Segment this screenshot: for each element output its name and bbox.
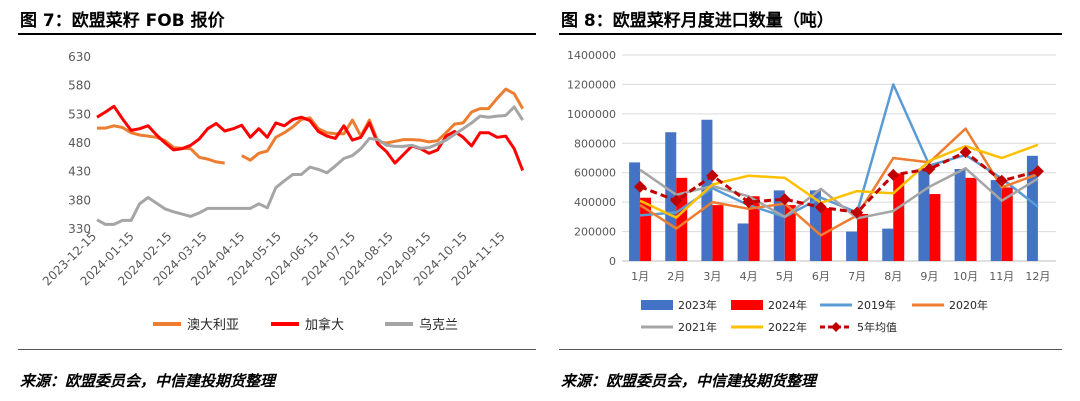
line-series-2 xyxy=(639,127,1039,237)
legend-label: 2021年 xyxy=(678,320,717,334)
bar-second-series xyxy=(784,205,796,261)
x-tick-label: 4月 xyxy=(740,270,758,283)
line-series-4 xyxy=(639,143,1039,219)
avg-diamond-marker xyxy=(778,193,791,206)
bar-second-series xyxy=(712,205,724,261)
avg-diamond-marker xyxy=(742,196,755,209)
left-title-rule xyxy=(18,33,536,35)
y-tick-label: 430 xyxy=(68,165,91,179)
legend-label: 澳大利亚 xyxy=(187,317,239,333)
x-tick-label: 6月 xyxy=(812,270,830,283)
left-line-chart: 3303804304805305806302023-12-152024-01-1… xyxy=(40,50,525,333)
avg-diamond-marker xyxy=(814,201,827,214)
right-figure-title: 图 8：欧盟菜籽月度进口数量（吨） xyxy=(561,11,834,31)
bar-first-series xyxy=(846,231,858,261)
left-bottom-rule xyxy=(18,349,536,350)
bar-first-series xyxy=(629,162,641,261)
bar-second-series xyxy=(820,208,832,261)
avg-diamond-marker xyxy=(959,146,972,159)
legend-label: 2023年 xyxy=(678,298,717,312)
y-tick-label: 600000 xyxy=(574,167,616,180)
bar-first-series xyxy=(665,132,677,261)
y-tick-label: 580 xyxy=(68,79,91,93)
y-tick-label: 380 xyxy=(68,193,91,207)
y-tick-label: 1400000 xyxy=(567,49,616,62)
avg-diamond-marker xyxy=(887,168,900,181)
x-tick-label: 8月 xyxy=(884,270,902,283)
bar-first-series xyxy=(990,180,1002,261)
line-series-3 xyxy=(639,167,1039,220)
y-tick-label: 1200000 xyxy=(567,78,616,91)
y-tick-label: 630 xyxy=(68,50,91,64)
series-line-2 xyxy=(96,104,525,172)
bar-second-series xyxy=(1001,187,1013,261)
bar-second-series xyxy=(676,177,688,261)
y-tick-label: 0 xyxy=(609,255,616,268)
y-tick-label: 200000 xyxy=(574,226,616,239)
bar-second-series xyxy=(965,177,977,261)
x-tick-label: 12月 xyxy=(1025,270,1050,283)
right-bottom-rule xyxy=(559,349,1062,350)
x-tick-label: 2月 xyxy=(667,270,685,283)
avg-diamond-marker xyxy=(995,174,1008,187)
legend-swatch xyxy=(731,300,763,310)
x-tick-label: 5月 xyxy=(776,270,794,283)
legend-label: 2022年 xyxy=(768,320,807,334)
left-figure-title: 图 7：欧盟菜籽 FOB 报价 xyxy=(20,11,225,31)
left-source-note: 来源：欧盟委员会，中信建投期货整理 xyxy=(20,372,276,390)
avg-diamond-marker xyxy=(923,163,936,176)
legend-diamond-marker xyxy=(831,322,841,332)
legend-label: 2024年 xyxy=(768,298,807,312)
x-tick-label: 1月 xyxy=(631,270,649,283)
right-source-note: 来源：欧盟委员会，中信建投期货整理 xyxy=(561,372,817,390)
bar-second-series xyxy=(640,197,652,261)
y-tick-label: 330 xyxy=(68,222,91,236)
legend-label: 5年均值 xyxy=(857,320,897,334)
bar-first-series xyxy=(809,190,821,261)
avg-diamond-marker xyxy=(851,206,864,219)
avg-diamond-marker xyxy=(706,169,719,182)
avg-diamond-marker xyxy=(670,194,683,207)
legend-swatch xyxy=(641,300,673,310)
y-tick-label: 480 xyxy=(68,136,91,150)
x-tick-label: 10月 xyxy=(953,270,978,283)
legend-label: 乌克兰 xyxy=(419,317,458,333)
legend-label: 2020年 xyxy=(949,298,988,312)
bar-first-series xyxy=(737,223,749,261)
series-line-3 xyxy=(96,105,524,226)
bar-second-series xyxy=(748,196,760,261)
y-tick-label: 800000 xyxy=(574,137,616,150)
x-tick-label: 7月 xyxy=(848,270,866,283)
bar-first-series xyxy=(1026,155,1038,261)
bar-second-series xyxy=(929,194,941,261)
bar-first-series xyxy=(882,228,894,261)
x-tick-label: 9月 xyxy=(920,270,938,283)
bar-first-series xyxy=(773,190,785,261)
right-title-rule xyxy=(559,33,1062,35)
legend-label: 2019年 xyxy=(857,298,896,312)
x-tick-label: 3月 xyxy=(703,270,721,283)
y-tick-label: 530 xyxy=(68,107,91,121)
right-bar-line-chart: 0 200000 400000 600000 800000 1000000 1200000 1… xyxy=(567,49,1056,334)
x-tick-label: 11月 xyxy=(989,270,1014,283)
avg-diamond-marker xyxy=(1031,165,1044,178)
y-tick-label: 1000000 xyxy=(567,108,616,121)
bar-first-series xyxy=(954,169,966,261)
legend-label: 加拿大 xyxy=(305,317,344,333)
y-tick-label: 400000 xyxy=(574,196,616,209)
bar-second-series xyxy=(857,213,869,261)
avg-diamond-marker xyxy=(634,180,647,193)
bar-first-series xyxy=(918,168,930,261)
bar-second-series xyxy=(893,173,905,261)
